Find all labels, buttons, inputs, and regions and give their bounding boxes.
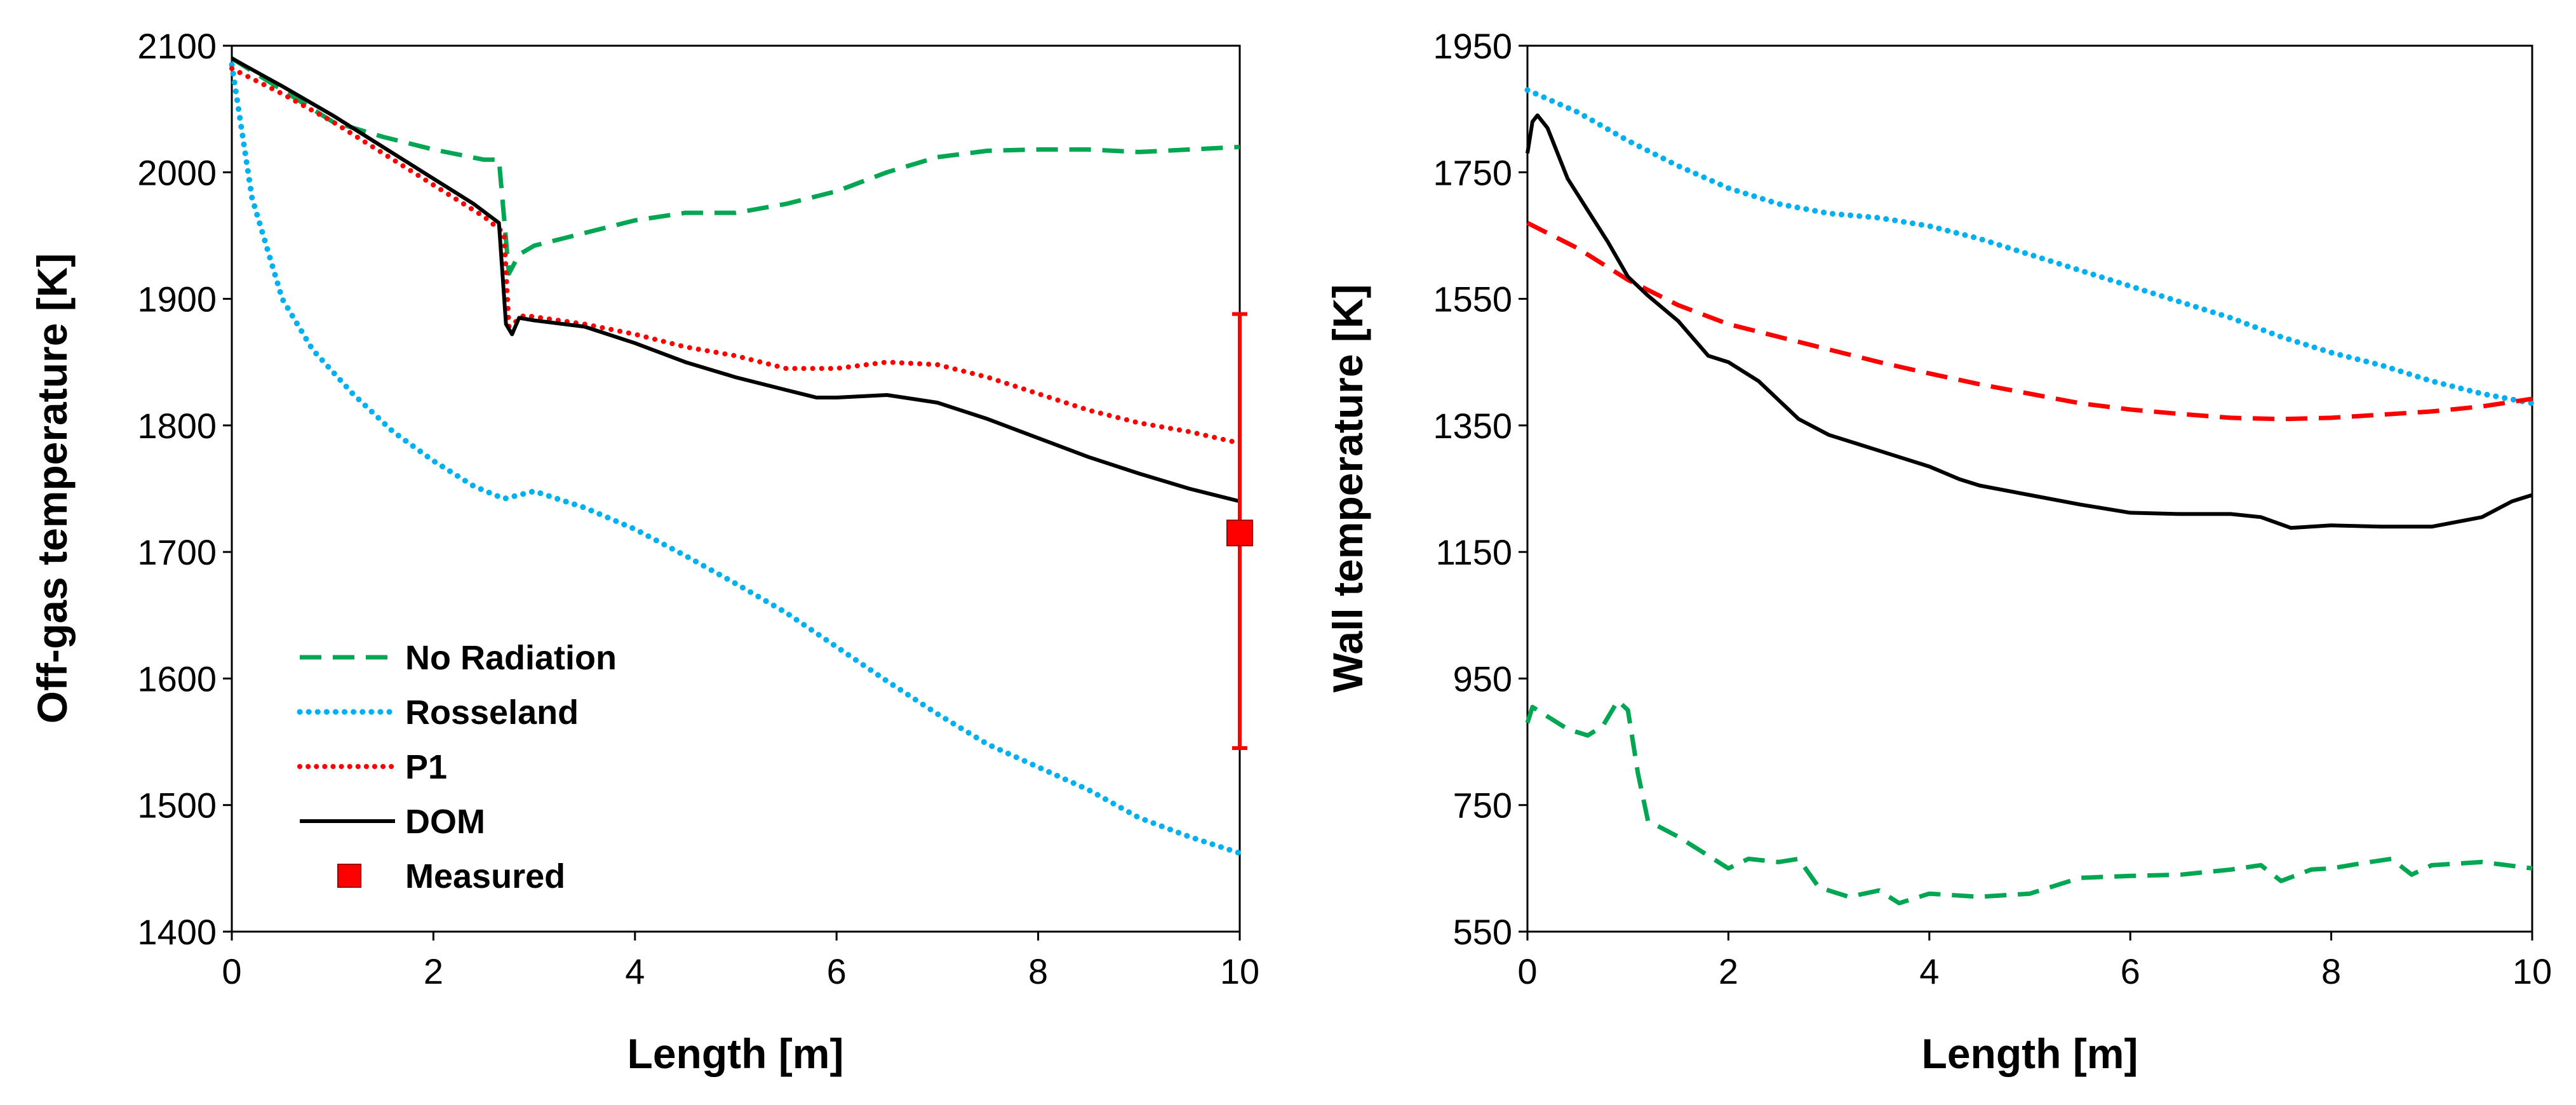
y-tick-label: 1500 — [137, 786, 217, 826]
series-line-dom — [1526, 113, 2533, 530]
x-tick-label: 8 — [2321, 951, 2341, 991]
y-tick-label: 1550 — [1433, 279, 1512, 319]
y-axis-label-left: Off-gas temperature [K] — [29, 253, 76, 724]
x-tick-label: 0 — [222, 951, 241, 991]
legend-label-p1: P1 — [405, 748, 447, 786]
plot-frame-right — [1526, 44, 2533, 933]
y-tick-label: 1750 — [1433, 152, 1512, 192]
y-tick-label: 1700 — [137, 532, 217, 572]
y-ticks-left: 1400 1500 1600 1700 1800 1900 2000 2100 — [137, 26, 232, 952]
y-axis-label-right: Wall temperature [K] — [1324, 285, 1371, 693]
y-ticks-right: 550 750 950 1150 1350 1550 1750 1950 — [1433, 26, 1527, 952]
x-tick-label: 0 — [1517, 951, 1537, 991]
series-line-rosseland — [229, 62, 1243, 856]
y-tick-label: 1600 — [137, 659, 217, 699]
x-tick-label: 10 — [1220, 951, 1259, 991]
series-line-p1 — [229, 65, 1242, 446]
y-tick-label: 1350 — [1433, 406, 1512, 446]
x-tick-label: 4 — [1919, 951, 1939, 991]
y-tick-label: 1150 — [1436, 532, 1512, 572]
x-ticks-right: 0 2 4 6 8 10 — [1517, 932, 2552, 991]
y-tick-label: 1800 — [137, 406, 217, 446]
x-tick-label: 6 — [827, 951, 847, 991]
plot-frame-left — [231, 44, 1241, 933]
series-line-p1 — [1526, 220, 2533, 422]
series-line-rosseland — [1524, 87, 2535, 406]
x-tick-label: 2 — [424, 951, 443, 991]
y-tick-label: 1900 — [137, 279, 217, 319]
legend-label-no-radiation: No Radiation — [405, 639, 617, 677]
series-right — [1524, 87, 2535, 906]
series-left — [229, 56, 1253, 856]
x-axis-label-left: Length [m] — [627, 1030, 844, 1077]
x-tick-label: 2 — [1719, 951, 1738, 991]
y-tick-label: 1950 — [1433, 26, 1512, 66]
y-tick-label: 950 — [1453, 659, 1512, 699]
y-tick-label: 750 — [1453, 786, 1512, 826]
x-tick-label: 4 — [625, 951, 645, 991]
x-tick-label: 6 — [2121, 951, 2140, 991]
x-axis-label-right: Length [m] — [1922, 1030, 2138, 1077]
series-line-no-radiation — [231, 56, 1240, 276]
y-tick-label: 2100 — [137, 26, 217, 66]
series-line-no-radiation — [1525, 698, 2533, 906]
y-tick-label: 2000 — [137, 152, 217, 192]
legend-swatch-measured — [337, 864, 361, 888]
legend-label-dom: DOM — [405, 803, 485, 841]
y-tick-label: 1400 — [137, 912, 217, 952]
measured-point — [1226, 519, 1253, 547]
legend-left: No Radiation Rosseland P1 DOM Measured — [297, 639, 617, 895]
chart-left: 1400 1500 1600 1700 1800 1900 2000 2100 0 2 4 6 8 10… — [29, 26, 1259, 1077]
series-line-dom — [231, 57, 1240, 504]
x-tick-label: 8 — [1028, 951, 1048, 991]
legend-label-measured: Measured — [405, 857, 565, 895]
chart-right: 550 750 950 1150 1350 1550 1750 1950 0 2 4 6 8 10 Le… — [1324, 26, 2552, 1077]
y-tick-label: 550 — [1453, 912, 1512, 952]
x-tick-label: 10 — [2512, 951, 2552, 991]
x-ticks-left: 0 2 4 6 8 10 — [222, 932, 1259, 991]
legend-label-rosseland: Rosseland — [405, 693, 579, 732]
